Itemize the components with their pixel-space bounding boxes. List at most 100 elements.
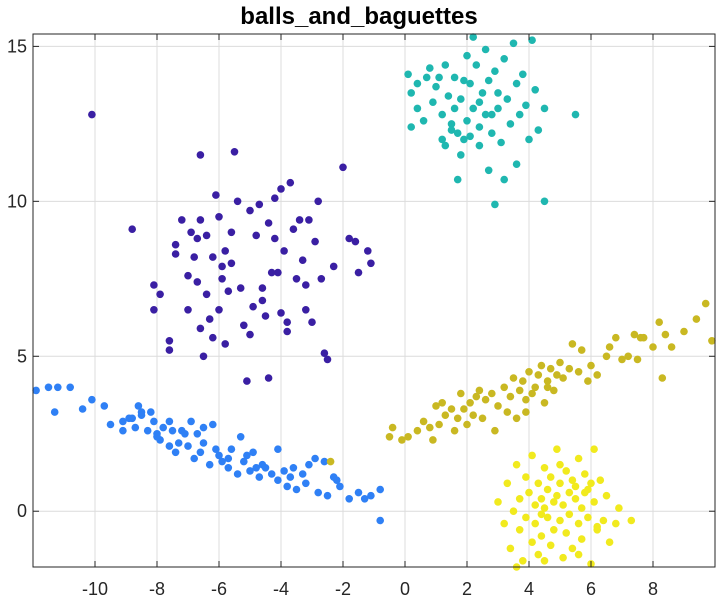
data-point: [407, 123, 416, 131]
data-point: [559, 374, 567, 382]
data-point: [354, 488, 363, 497]
data-point: [574, 550, 583, 559]
data-point: [187, 417, 195, 426]
data-point: [202, 290, 211, 299]
data-point: [119, 417, 127, 426]
data-point: [364, 247, 372, 255]
data-point: [701, 299, 710, 308]
data-point: [233, 197, 242, 206]
data-point: [494, 498, 502, 506]
data-point: [531, 86, 539, 94]
data-point: [171, 250, 180, 258]
data-point: [627, 516, 636, 525]
data-point: [165, 442, 174, 450]
data-point: [519, 70, 527, 79]
data-point: [171, 448, 180, 457]
data-point: [215, 213, 223, 221]
data-point: [426, 64, 434, 72]
data-point: [515, 386, 524, 395]
data-point: [568, 476, 577, 485]
data-point: [460, 135, 468, 144]
data-point: [196, 324, 205, 333]
x-tick-label: 6: [586, 579, 596, 599]
data-point: [255, 473, 264, 481]
data-point: [568, 544, 577, 553]
data-point: [534, 479, 543, 488]
data-point: [469, 33, 478, 41]
series-2: [404, 33, 580, 209]
data-point: [413, 79, 422, 88]
data-point: [246, 467, 254, 475]
data-point: [612, 333, 620, 342]
data-point: [531, 519, 539, 528]
data-point: [426, 423, 434, 432]
data-point: [556, 479, 564, 488]
data-point: [450, 73, 459, 82]
data-point: [326, 457, 335, 466]
data-point: [525, 488, 533, 497]
data-point: [184, 271, 192, 280]
data-point: [515, 526, 524, 534]
data-point: [587, 361, 595, 370]
data-point: [240, 321, 248, 330]
data-point: [128, 225, 136, 233]
data-point: [314, 488, 323, 497]
data-point: [519, 377, 527, 385]
data-point: [100, 402, 109, 410]
data-point: [531, 383, 539, 392]
data-point: [283, 327, 292, 336]
data-point: [466, 79, 474, 88]
data-point: [528, 451, 536, 460]
data-point: [475, 386, 484, 395]
data-point: [271, 194, 279, 202]
data-point: [165, 417, 174, 426]
data-point: [236, 433, 245, 441]
data-point: [224, 454, 233, 463]
data-point: [193, 234, 202, 243]
axes-box: [32, 33, 716, 568]
data-point: [218, 457, 226, 466]
data-point: [450, 104, 459, 113]
data-point: [453, 414, 462, 423]
data-point: [556, 460, 564, 469]
data-point: [618, 355, 626, 364]
data-point: [212, 191, 220, 199]
data-point: [367, 491, 375, 500]
data-point: [199, 423, 208, 432]
data-point: [227, 445, 236, 454]
data-point: [463, 117, 471, 125]
data-point: [143, 426, 152, 435]
x-tick-label: -2: [335, 579, 351, 599]
x-tick-label: 4: [524, 579, 534, 599]
y-tick-label: 0: [17, 501, 27, 521]
x-tick-label: -4: [273, 579, 289, 599]
data-point: [283, 482, 292, 491]
data-point: [599, 516, 608, 525]
data-point: [540, 557, 549, 565]
data-point: [320, 457, 329, 466]
data-point: [264, 374, 273, 382]
data-point: [184, 442, 192, 450]
data-point: [692, 315, 701, 323]
data-point: [150, 281, 158, 289]
y-tick-label: 15: [7, 36, 27, 56]
data-point: [481, 45, 490, 54]
data-point: [574, 454, 583, 463]
data-point: [271, 234, 279, 243]
data-point: [577, 346, 586, 354]
data-point: [292, 485, 301, 494]
data-point: [522, 513, 530, 522]
data-point: [565, 488, 574, 497]
data-point: [469, 411, 478, 420]
data-point: [503, 479, 512, 488]
x-tick-label: -8: [149, 579, 165, 599]
data-point: [360, 495, 369, 503]
data-point: [218, 262, 226, 271]
data-point: [150, 306, 158, 314]
data-point: [469, 104, 478, 113]
data-point: [540, 197, 549, 206]
data-point: [367, 259, 375, 268]
data-point: [187, 228, 195, 237]
data-point: [168, 426, 177, 435]
data-point: [388, 423, 397, 432]
